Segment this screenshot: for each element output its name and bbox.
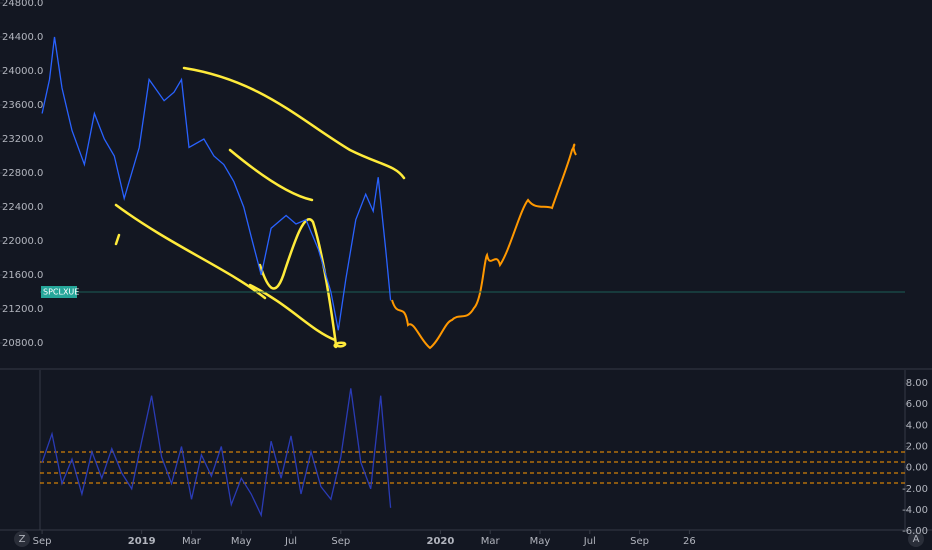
symbol-label: SPCLXUE [43, 288, 79, 297]
button-label[interactable]: A [913, 534, 920, 545]
x-tick-label: Mar [182, 536, 202, 547]
y-tick-label: 2.00 [906, 441, 928, 452]
button-label[interactable]: Z [19, 534, 26, 545]
projection-drawing [391, 143, 577, 350]
y-tick-label: 20800.0 [2, 338, 43, 349]
y-tick-label: -2.00 [902, 484, 928, 495]
button[interactable] [908, 531, 924, 547]
y-tick-label: 24400.0 [2, 32, 43, 43]
symbol-badge [41, 286, 77, 299]
y-tick-label: -4.00 [902, 505, 928, 516]
y-tick-label: 22400.0 [2, 202, 43, 213]
x-tick-label: Sep [33, 536, 52, 547]
x-tick-label: Jul [583, 536, 596, 547]
y-tick-label: 22000.0 [2, 236, 43, 247]
y-tick-label: 6.00 [906, 399, 928, 410]
x-tick-label: 2020 [427, 536, 455, 547]
y-tick-label: 21200.0 [2, 304, 43, 315]
y-tick-label: 23600.0 [2, 100, 43, 111]
x-tick-label: Jul [284, 536, 297, 547]
y-tick-label: -6.00 [902, 526, 928, 537]
y-tick-label: 8.00 [906, 378, 928, 389]
y-tick-label: 22800.0 [2, 168, 43, 179]
x-tick-label: May [530, 536, 551, 547]
y-tick-label: 0.00 [906, 463, 928, 474]
x-tick-label: Mar [481, 536, 501, 547]
series-line [41, 36, 392, 331]
series-line [41, 388, 392, 518]
x-tick-label: Sep [630, 536, 649, 547]
y-tick-label: 21600.0 [2, 270, 43, 281]
y-tick-label: 4.00 [906, 420, 928, 431]
x-tick-label: Sep [331, 536, 350, 547]
y-tick-label: 24800.0 [2, 0, 43, 9]
x-tick-label: May [231, 536, 252, 547]
x-tick-label: 26 [683, 536, 696, 547]
button[interactable] [14, 531, 30, 547]
y-tick-label: 24000.0 [2, 66, 43, 77]
y-tick-label: 23200.0 [2, 134, 43, 145]
x-tick-label: 2019 [128, 536, 156, 547]
